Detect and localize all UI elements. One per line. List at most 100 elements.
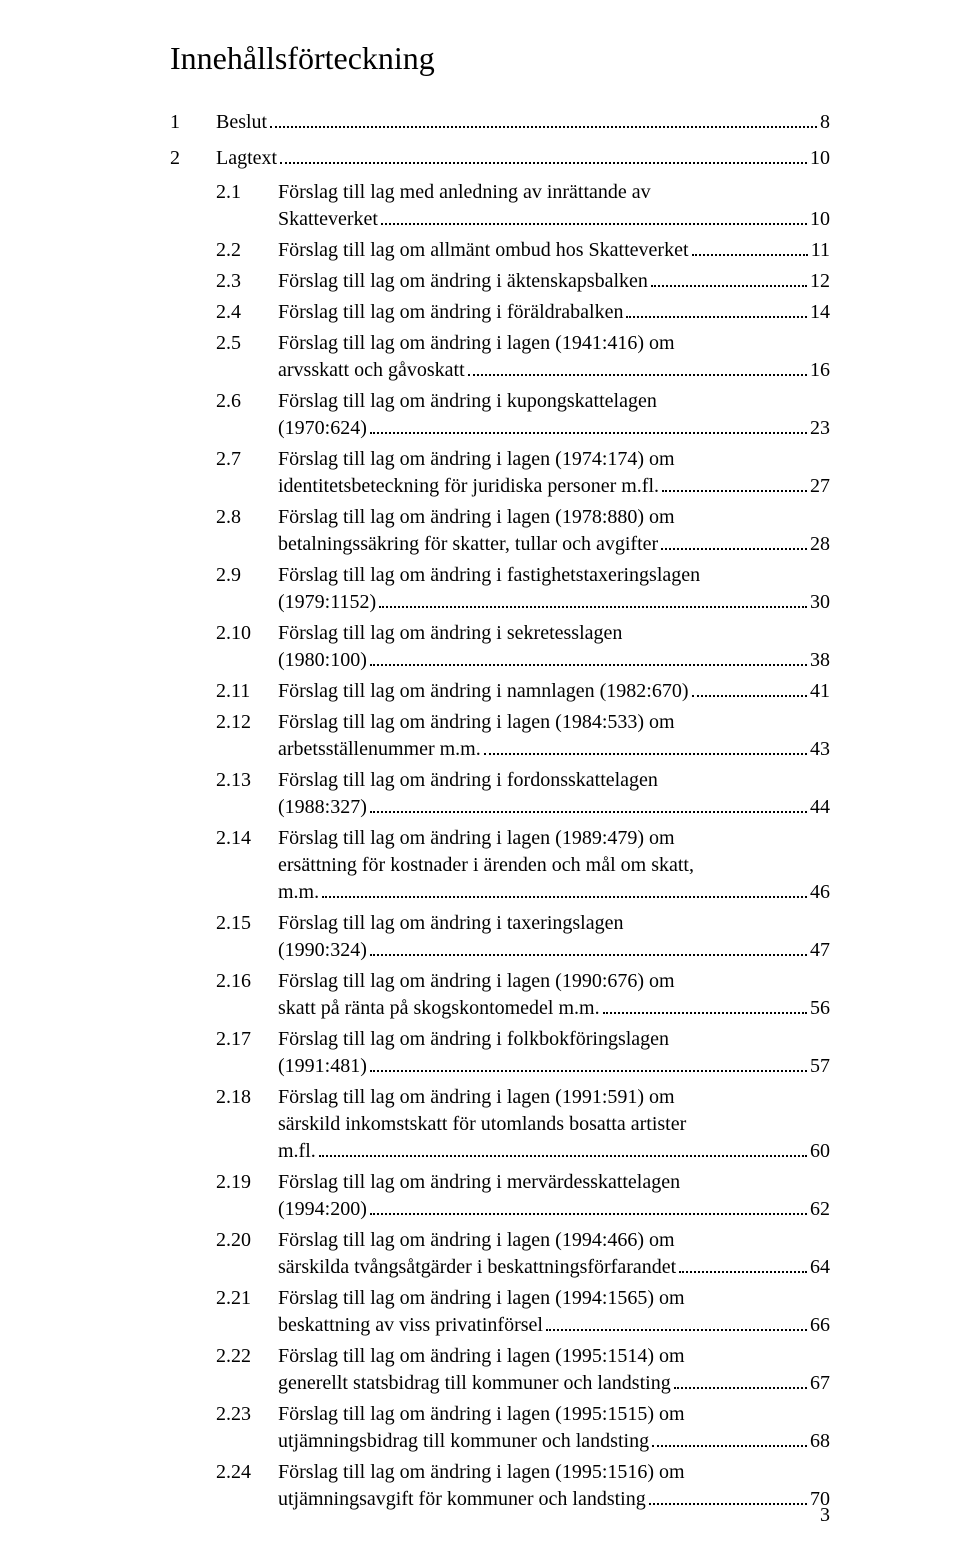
toc-sub-entry: 2.16Förslag till lag om ändring i lagen …	[170, 968, 830, 1022]
toc-entry-line: Förslag till lag om ändring i lagen (198…	[278, 825, 830, 852]
toc-entry-label: (1994:200)	[278, 1196, 367, 1223]
toc-top-entry: 1Beslut8	[170, 107, 830, 137]
toc-entry-last-line: Förslag till lag om ändring i namnlagen …	[278, 678, 830, 705]
toc-entry-page: 16	[810, 357, 830, 384]
toc-entry-body: Förslag till lag om ändring i föräldraba…	[278, 299, 830, 326]
toc-entry-body: Förslag till lag om ändring i lagen (198…	[278, 709, 830, 763]
toc-entry-body: Förslag till lag om ändring i lagen (199…	[278, 1459, 830, 1513]
toc-sub-entry: 2.17Förslag till lag om ändring i folkbo…	[170, 1026, 830, 1080]
toc-entry-body: Förslag till lag med anledning av inrätt…	[278, 179, 830, 233]
toc-entry-line: Förslag till lag om ändring i lagen (199…	[278, 968, 830, 995]
toc-entry-label: arvsskatt och gåvoskatt	[278, 357, 465, 384]
toc-entry-line: Förslag till lag om ändring i lagen (197…	[278, 504, 830, 531]
toc-entry-number: 2.5	[216, 330, 278, 384]
toc-entry-label: (1991:481)	[278, 1053, 367, 1080]
toc-entry-page: 44	[810, 794, 830, 821]
toc-leader	[652, 1445, 807, 1447]
toc-entry-last-line: Förslag till lag om ändring i föräldraba…	[278, 299, 830, 326]
toc-entry-last-line: Skatteverket10	[278, 206, 830, 233]
toc-title: Innehållsförteckning	[170, 40, 830, 77]
toc-entry-line: Förslag till lag om ändring i taxeringsl…	[278, 910, 830, 937]
toc-entry-body: Lagtext10	[216, 143, 830, 173]
toc-entry-label: Förslag till lag om ändring i äktenskaps…	[278, 268, 648, 295]
toc-entry-line: Förslag till lag om ändring i fastighets…	[278, 562, 830, 589]
toc-entry-line: Förslag till lag om ändring i lagen (199…	[278, 1401, 830, 1428]
toc-entry-line: särskild inkomstskatt för utomlands bosa…	[278, 1111, 830, 1138]
toc-entry-page: 60	[810, 1138, 830, 1165]
toc-entry-number: 2.6	[216, 388, 278, 442]
toc-entry-body: Förslag till lag om ändring i lagen (197…	[278, 446, 830, 500]
toc-entry-last-line: (1994:200)62	[278, 1196, 830, 1223]
toc-leader	[662, 490, 807, 492]
toc-entry-number: 2.12	[216, 709, 278, 763]
toc-sub-entry: 2.18Förslag till lag om ändring i lagen …	[170, 1084, 830, 1165]
toc-entry-last-line: beskattning av viss privatinförsel66	[278, 1312, 830, 1339]
toc-entry-last-line: arbetsställenummer m.m.43	[278, 736, 830, 763]
toc-sub-entry: 2.24Förslag till lag om ändring i lagen …	[170, 1459, 830, 1513]
toc-leader	[546, 1329, 807, 1331]
toc-entry-label: identitetsbeteckning för juridiska perso…	[278, 473, 659, 500]
toc-sub-entry: 2.11Förslag till lag om ändring i namnla…	[170, 678, 830, 705]
toc-sub-entry: 2.12Förslag till lag om ändring i lagen …	[170, 709, 830, 763]
toc-entry-label: (1988:327)	[278, 794, 367, 821]
toc-entry-label: betalningssäkring för skatter, tullar oc…	[278, 531, 658, 558]
toc-sub-entry: 2.14Förslag till lag om ändring i lagen …	[170, 825, 830, 906]
toc-leader	[649, 1503, 807, 1505]
toc-sub-entry: 2.21Förslag till lag om ändring i lagen …	[170, 1285, 830, 1339]
toc-top-list: 1Beslut8 2Lagtext10	[170, 107, 830, 173]
toc-entry-last-line: utjämningsbidrag till kommuner och lands…	[278, 1428, 830, 1455]
toc-entry-last-line: arvsskatt och gåvoskatt 16	[278, 357, 830, 384]
toc-top-entry: 2Lagtext10	[170, 143, 830, 173]
toc-sub-entry: 2.20Förslag till lag om ändring i lagen …	[170, 1227, 830, 1281]
toc-entry-number: 2	[170, 143, 216, 173]
toc-leader	[679, 1271, 807, 1273]
toc-entry-label: Lagtext	[216, 143, 277, 173]
toc-entry-body: Förslag till lag om ändring i taxeringsl…	[278, 910, 830, 964]
toc-entry-last-line: Förslag till lag om ändring i äktenskaps…	[278, 268, 830, 295]
toc-entry-body: Förslag till lag om ändring i namnlagen …	[278, 678, 830, 705]
toc-entry-line: Förslag till lag om ändring i lagen (198…	[278, 709, 830, 736]
toc-entry-label: Skatteverket	[278, 206, 378, 233]
toc-entry-body: Beslut8	[216, 107, 830, 137]
toc-entry-body: Förslag till lag om ändring i lagen (199…	[278, 1227, 830, 1281]
toc-sub-entry: 2.7Förslag till lag om ändring i lagen (…	[170, 446, 830, 500]
toc-entry-last-line: utjämningsavgift för kommuner och landst…	[278, 1486, 830, 1513]
toc-entry-label: utjämningsbidrag till kommuner och lands…	[278, 1428, 649, 1455]
toc-entry-body: Förslag till lag om ändring i lagen (199…	[278, 1343, 830, 1397]
toc-sub-entry: 2.23Förslag till lag om ändring i lagen …	[170, 1401, 830, 1455]
toc-entry-number: 2.11	[216, 678, 278, 705]
toc-entry-body: Förslag till lag om ändring i kupongskat…	[278, 388, 830, 442]
toc-entry-last-line: generellt statsbidrag till kommuner och …	[278, 1370, 830, 1397]
toc-entry-body: Förslag till lag om ändring i lagen (199…	[278, 1084, 830, 1165]
toc-entry-line: Förslag till lag om ändring i lagen (199…	[278, 1227, 830, 1254]
toc-entry-page: 57	[810, 1053, 830, 1080]
toc-entry-body: Förslag till lag om ändring i fordonsska…	[278, 767, 830, 821]
toc-entry-last-line: m.m. 46	[278, 879, 830, 906]
toc-entry-page: 12	[810, 268, 830, 295]
toc-entry-number: 2.1	[216, 179, 278, 233]
toc-leader	[370, 954, 807, 956]
toc-sub-entry: 2.2Förslag till lag om allmänt ombud hos…	[170, 237, 830, 264]
toc-sub-entry: 2.13Förslag till lag om ändring i fordon…	[170, 767, 830, 821]
toc-leader	[692, 695, 808, 697]
toc-entry-last-line: m.fl.60	[278, 1138, 830, 1165]
toc-entry-line: Förslag till lag om ändring i sekretessl…	[278, 620, 830, 647]
toc-leader	[651, 285, 807, 287]
toc-entry-number: 2.4	[216, 299, 278, 326]
toc-entry-last-line: identitetsbeteckning för juridiska perso…	[278, 473, 830, 500]
toc-entry-last-line: (1980:100)38	[278, 647, 830, 674]
toc-entry-last-line: (1970:624)23	[278, 415, 830, 442]
toc-entry-last-line: särskilda tvångsåtgärder i beskattningsf…	[278, 1254, 830, 1281]
toc-entry-body: Förslag till lag om ändring i lagen (198…	[278, 825, 830, 906]
toc-entry-line: Förslag till lag med anledning av inrätt…	[278, 179, 830, 206]
toc-entry-page: 8	[820, 107, 830, 137]
toc-leader	[370, 664, 807, 666]
toc-entry-line: Förslag till lag om ändring i kupongskat…	[278, 388, 830, 415]
toc-entry-number: 2.24	[216, 1459, 278, 1513]
toc-entry-page: 38	[810, 647, 830, 674]
toc-sub-entry: 2.19Förslag till lag om ändring i mervär…	[170, 1169, 830, 1223]
toc-entry-line: Förslag till lag om ändring i lagen (199…	[278, 1084, 830, 1111]
toc-entry-page: 27	[810, 473, 830, 500]
toc-entry-page: 28	[810, 531, 830, 558]
toc-sub-list: 2.1Förslag till lag med anledning av inr…	[170, 179, 830, 1513]
